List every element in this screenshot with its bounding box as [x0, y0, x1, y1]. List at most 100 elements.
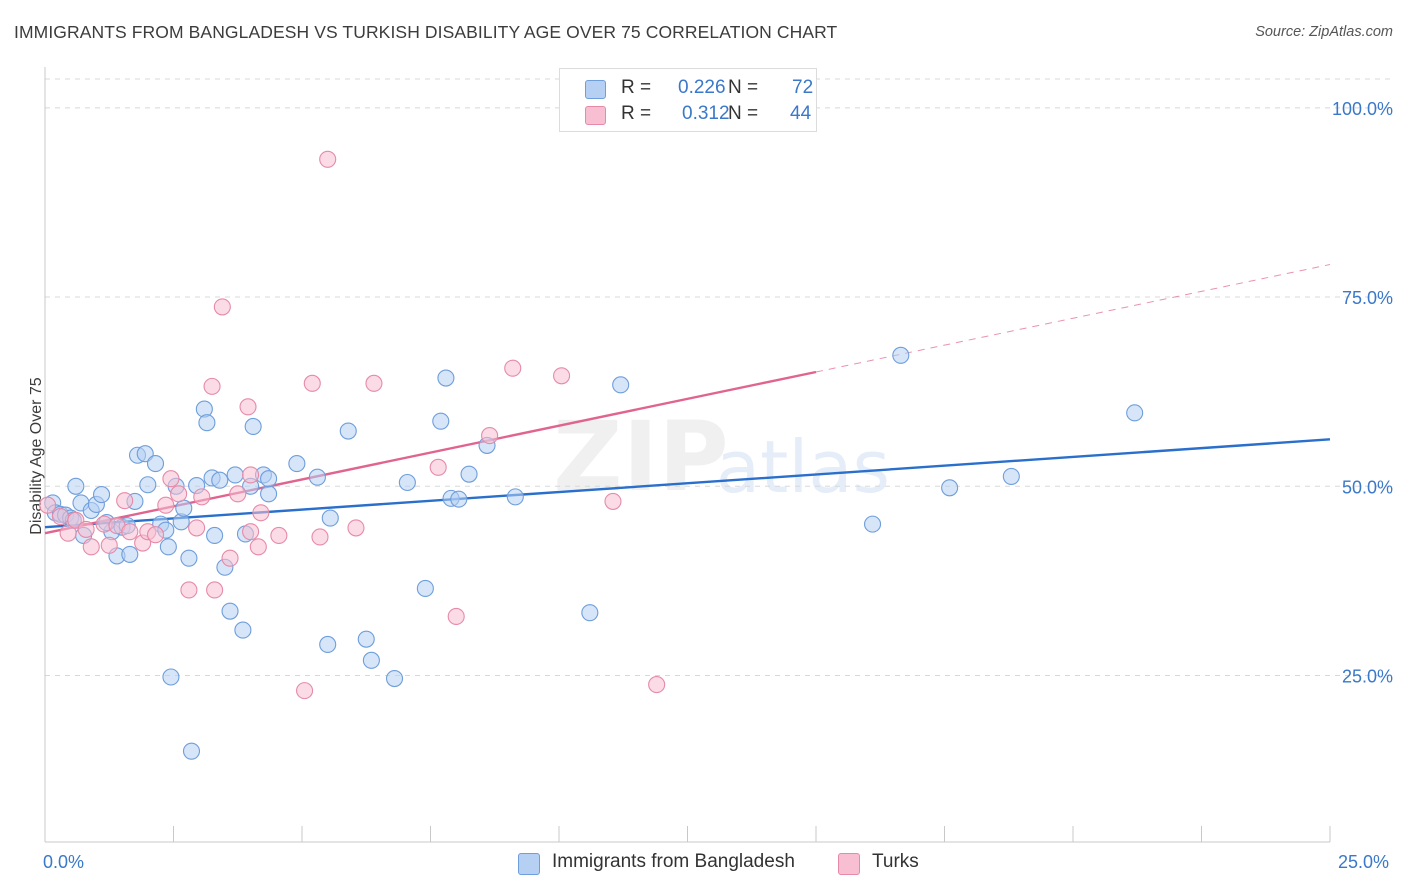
correlation-legend: R = 0.226 N = 72 R = 0.312 N = 44	[559, 68, 817, 132]
point-turks	[229, 485, 247, 503]
point-bangladesh	[385, 669, 404, 688]
point-turks	[180, 581, 198, 599]
point-turks	[77, 520, 95, 538]
point-turks	[296, 682, 314, 700]
point-turks	[193, 488, 211, 506]
point-turks	[249, 538, 267, 556]
point-turks	[429, 458, 447, 476]
legend-r-key: R =	[621, 103, 652, 124]
x-tick-label-max: 25.0%	[1338, 852, 1390, 872]
point-bangladesh	[450, 490, 468, 508]
x-tick-label-min: 0.0%	[43, 852, 85, 872]
point-turks	[59, 524, 77, 542]
legend-r-value: 0.312	[682, 103, 730, 124]
y-tick-label: 75.0%	[1342, 288, 1393, 308]
grid-layer	[45, 78, 1393, 676]
point-bangladesh	[136, 445, 154, 463]
point-bangladesh	[339, 422, 357, 440]
legend-n-value: 72	[792, 77, 814, 98]
point-turks	[648, 676, 666, 694]
y-tick-label: 25.0%	[1342, 666, 1393, 686]
watermark-zip: ZIP	[553, 401, 729, 513]
point-turks	[39, 496, 57, 514]
point-bangladesh	[92, 486, 111, 504]
bottom-legend-swatch-pink	[838, 853, 860, 875]
point-turks	[82, 538, 100, 556]
point-bangladesh	[211, 471, 229, 489]
point-turks	[188, 519, 206, 537]
point-turks	[116, 492, 134, 510]
legend-n-key: N =	[728, 103, 759, 124]
legend-n-key: N =	[728, 77, 759, 98]
point-turks	[100, 536, 118, 554]
point-bangladesh	[321, 509, 339, 527]
point-bangladesh	[288, 455, 306, 473]
trend-line-extension-1	[815, 264, 1331, 373]
legend-swatch-blue	[585, 80, 606, 99]
point-bangladesh	[460, 465, 478, 483]
point-turks	[242, 523, 260, 541]
point-turks	[170, 485, 188, 503]
point-turks	[203, 377, 221, 395]
point-turks	[213, 298, 231, 316]
point-bangladesh	[221, 602, 239, 620]
point-bangladesh	[506, 488, 524, 506]
point-bangladesh	[362, 651, 380, 669]
chart-title: IMMIGRANTS FROM BANGLADESH VS TURKISH DI…	[14, 22, 838, 42]
point-bangladesh	[892, 346, 910, 364]
point-bangladesh	[234, 621, 252, 639]
point-bangladesh	[244, 417, 262, 436]
y-tick-label: 100.0%	[1332, 99, 1393, 119]
point-turks	[252, 504, 270, 522]
point-bangladesh	[139, 476, 157, 494]
point-bangladesh	[206, 526, 224, 545]
point-turks	[121, 523, 139, 541]
point-turks	[365, 374, 383, 392]
point-bangladesh	[941, 479, 959, 497]
point-bangladesh	[146, 455, 165, 473]
bottom-legend-swatch-blue	[518, 853, 540, 875]
legend-r-key: R =	[621, 77, 652, 98]
point-bangladesh	[182, 742, 201, 760]
axis-layer: 25.0% 50.0% 75.0% 100.0%	[44, 67, 1393, 843]
source-label: Source: ZipAtlas.com	[1255, 24, 1393, 40]
point-bangladesh	[308, 468, 326, 486]
point-turks	[221, 549, 239, 567]
point-bangladesh	[416, 579, 434, 598]
point-turks	[157, 496, 175, 514]
point-bangladesh	[180, 549, 198, 567]
point-bangladesh	[319, 635, 337, 654]
point-bangladesh	[121, 545, 139, 563]
point-turks	[447, 607, 465, 626]
point-bangladesh	[1126, 404, 1144, 422]
bottom-legend-label: Immigrants from Bangladesh	[552, 851, 795, 872]
point-turks	[553, 367, 571, 385]
point-turks	[311, 528, 329, 546]
point-bangladesh	[226, 466, 244, 484]
point-bangladesh	[260, 470, 278, 488]
point-bangladesh	[198, 414, 216, 432]
point-turks	[51, 507, 69, 526]
point-turks	[303, 374, 321, 392]
point-turks	[270, 526, 288, 545]
point-turks	[604, 492, 622, 510]
point-bangladesh	[432, 412, 450, 430]
point-bangladesh	[612, 376, 630, 394]
point-bangladesh	[437, 369, 455, 387]
point-turks	[242, 466, 260, 484]
legend-n-value: 44	[790, 103, 812, 124]
point-turks	[504, 359, 522, 377]
points-layer	[39, 150, 1144, 760]
y-tick-label: 50.0%	[1342, 477, 1393, 497]
legend-swatch-pink	[585, 106, 606, 125]
point-turks	[206, 581, 224, 599]
point-bangladesh	[1002, 467, 1020, 485]
point-bangladesh	[162, 668, 180, 686]
bottom-legend-label: Turks	[872, 851, 919, 872]
point-bangladesh	[357, 630, 375, 648]
point-turks	[319, 150, 337, 168]
point-turks	[239, 398, 257, 416]
point-bangladesh	[159, 538, 177, 556]
watermark-atlas: atlas	[716, 425, 890, 509]
